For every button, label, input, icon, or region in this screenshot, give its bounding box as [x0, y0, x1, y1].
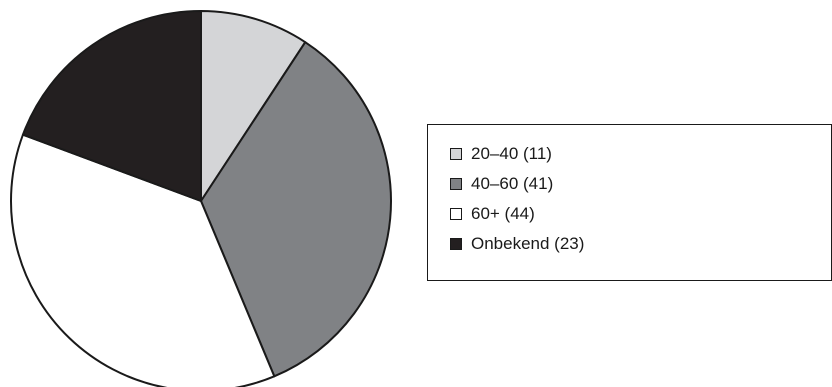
legend-swatch-onbekend: [450, 238, 462, 250]
legend-label-60plus: 60+ (44): [471, 204, 535, 223]
legend-swatch-60plus: [450, 208, 462, 220]
legend-item-onbekend: Onbekend (23): [450, 233, 584, 255]
pie-slice-40-60: [200, 41, 392, 378]
legend-item-40-60: 40–60 (41): [450, 173, 553, 195]
legend-swatch-20-40: [450, 148, 462, 160]
legend-label-onbekend: Onbekend (23): [471, 234, 585, 253]
legend-label-40-60: 40–60 (41): [471, 174, 554, 193]
pie-slice-60: [9, 133, 276, 387]
legend-swatch-40-60: [450, 178, 462, 190]
legend-item-60plus: 60+ (44): [450, 203, 535, 225]
legend: 20–40 (11) 40–60 (41) 60+ (44) Onbekend …: [427, 124, 832, 281]
pie-slice-onbekend: [21, 10, 202, 202]
legend-label-20-40: 20–40 (11): [471, 144, 552, 163]
pie-slice-20-40: [200, 10, 307, 202]
pie-chart: [9, 10, 392, 387]
legend-item-20-40: 20–40 (11): [450, 143, 552, 165]
